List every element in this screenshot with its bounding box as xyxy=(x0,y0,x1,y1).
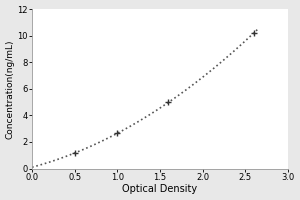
Y-axis label: Concentration(ng/mL): Concentration(ng/mL) xyxy=(6,39,15,139)
X-axis label: Optical Density: Optical Density xyxy=(122,184,197,194)
